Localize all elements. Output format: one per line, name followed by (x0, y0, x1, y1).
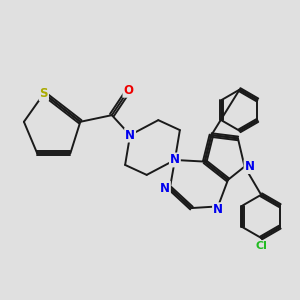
Text: N: N (170, 154, 180, 166)
Text: N: N (213, 203, 223, 216)
Text: Cl: Cl (255, 241, 267, 251)
Text: N: N (125, 129, 135, 142)
Text: S: S (40, 87, 48, 100)
Text: O: O (123, 84, 134, 97)
Text: N: N (244, 160, 254, 173)
Text: N: N (160, 182, 170, 195)
